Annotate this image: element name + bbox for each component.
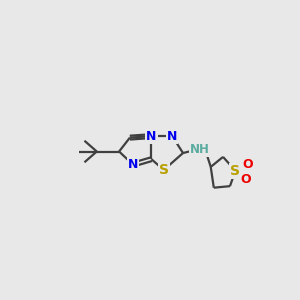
Text: O: O <box>242 158 253 171</box>
Text: N: N <box>146 130 157 142</box>
Text: S: S <box>230 164 240 178</box>
Text: NH: NH <box>190 143 210 157</box>
Text: N: N <box>128 158 138 171</box>
Text: O: O <box>241 173 251 187</box>
Text: S: S <box>159 163 169 177</box>
Text: N: N <box>167 130 177 142</box>
